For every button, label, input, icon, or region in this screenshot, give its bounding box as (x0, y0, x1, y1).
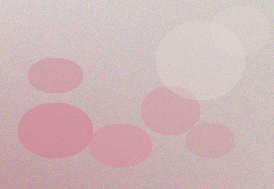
Legend: 3-methyl-2-butenal basolateral, 3-methyl-2-butenal apical: 3-methyl-2-butenal basolateral, 3-methyl… (38, 9, 162, 24)
Text: Caco-2: Caco-2 (152, 76, 193, 119)
